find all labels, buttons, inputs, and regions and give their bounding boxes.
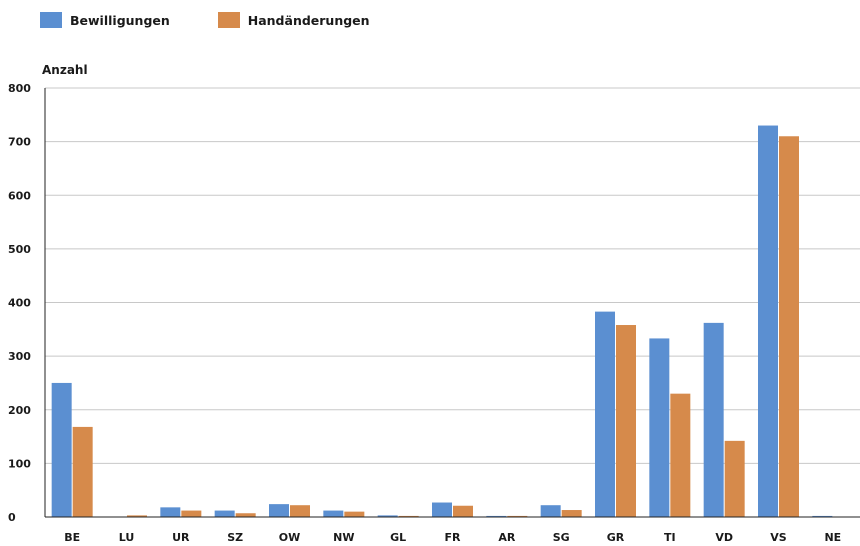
bar-ur-bewilligungen — [160, 507, 181, 517]
y-tick-label: 700 — [8, 136, 31, 149]
bar-sz-bewilligungen — [214, 510, 235, 517]
y-tick-label: 0 — [8, 511, 16, 524]
bar-vs-bewilligungen — [758, 125, 778, 517]
bar-ar-handaenderungen — [507, 515, 528, 517]
bar-fr-handaenderungen — [453, 505, 473, 517]
bar-sg-bewilligungen — [540, 505, 561, 517]
y-tick-label: 800 — [8, 82, 31, 95]
x-tick-label: BE — [64, 531, 80, 544]
bar-ow-bewilligungen — [269, 504, 289, 517]
legend-item-handaenderungen: Handänderungen — [217, 12, 370, 28]
x-tick-label: GR — [607, 531, 625, 544]
bar-vs-handaenderungen — [779, 136, 799, 517]
bar-gr-handaenderungen — [616, 325, 636, 517]
legend-swatch-bewilligungen — [40, 12, 62, 28]
bar-ar-bewilligungen — [486, 515, 507, 517]
y-tick-label: 600 — [8, 189, 31, 202]
bar-vd-handaenderungen — [724, 440, 745, 517]
x-tick-label: VD — [715, 531, 733, 544]
bar-ne-bewilligungen — [812, 515, 833, 517]
bar-ti-handaenderungen — [670, 393, 691, 517]
y-tick-label: 200 — [8, 404, 31, 417]
bar-be-bewilligungen — [51, 382, 72, 517]
gridlines — [45, 87, 860, 464]
legend-swatch-handaenderungen — [217, 12, 240, 28]
x-tick-label: AR — [498, 531, 516, 544]
bar-ur-handaenderungen — [181, 510, 202, 517]
bar-ow-handaenderungen — [290, 505, 310, 517]
x-tick-label: FR — [445, 531, 462, 544]
bar-nw-bewilligungen — [323, 510, 344, 517]
bar-fr-bewilligungen — [432, 502, 452, 517]
bar-sz-handaenderungen — [235, 513, 256, 517]
legend-label-handaenderungen: Handänderungen — [247, 12, 370, 28]
bar-gl-handaenderungen — [398, 515, 419, 517]
x-tick-labels: BE LU UR SZ OW NW GL FR AR SG GR TI VD VS NE — [64, 531, 841, 544]
x-tick-label: GL — [390, 531, 406, 544]
legend-item-bewilligungen: Bewilligungen — [40, 12, 170, 28]
y-tick-label: 400 — [8, 297, 31, 310]
y-axis-label: Anzahl — [42, 63, 88, 77]
x-tick-label: NE — [824, 531, 841, 544]
x-tick-label: SZ — [227, 531, 243, 544]
legend-label-bewilligungen: Bewilligungen — [70, 12, 170, 28]
legend: Bewilligungen Handänderungen — [40, 12, 370, 28]
x-tick-label: SG — [553, 531, 570, 544]
x-tick-label: NW — [333, 531, 354, 544]
bar-lu-handaenderungen — [127, 515, 147, 517]
bar-vd-bewilligungen — [703, 322, 724, 517]
bar-be-handaenderungen — [72, 426, 93, 517]
bars — [51, 125, 833, 517]
y-tick-labels: 0 100 200 300 400 500 600 700 800 — [8, 82, 31, 524]
y-tick-label: 300 — [8, 350, 31, 363]
x-tick-label: UR — [172, 531, 190, 544]
y-tick-label: 100 — [8, 457, 31, 470]
x-tick-label: OW — [279, 531, 300, 544]
bar-sg-handaenderungen — [561, 510, 582, 517]
x-tick-label: TI — [664, 531, 676, 544]
y-tick-label: 500 — [8, 243, 31, 256]
bar-nw-handaenderungen — [344, 511, 365, 517]
bar-gr-bewilligungen — [595, 311, 615, 517]
x-tick-label: VS — [770, 531, 787, 544]
bar-gl-bewilligungen — [377, 515, 398, 517]
bar-ti-bewilligungen — [649, 338, 670, 517]
x-tick-label: LU — [119, 531, 135, 544]
